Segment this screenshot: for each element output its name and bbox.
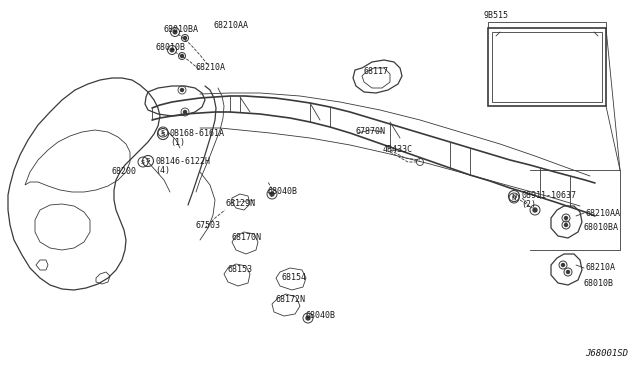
- Text: 68010B: 68010B: [155, 42, 185, 51]
- Text: 08146-6122H: 08146-6122H: [155, 157, 210, 166]
- Text: 9B515: 9B515: [484, 12, 509, 20]
- Text: 68154: 68154: [282, 273, 307, 282]
- Text: 68010BA: 68010BA: [163, 26, 198, 35]
- Text: 08911-10637: 08911-10637: [521, 192, 576, 201]
- Text: S: S: [146, 158, 150, 164]
- Circle shape: [306, 316, 310, 320]
- Text: 68200: 68200: [112, 167, 137, 176]
- Text: (1): (1): [170, 138, 185, 148]
- Circle shape: [184, 36, 186, 39]
- Text: S: S: [161, 129, 165, 135]
- Text: 68153: 68153: [228, 264, 253, 273]
- Text: 68010B: 68010B: [584, 279, 614, 288]
- Circle shape: [173, 30, 177, 34]
- Text: 68040B: 68040B: [305, 311, 335, 321]
- Text: 68210A: 68210A: [196, 62, 226, 71]
- Text: 68117: 68117: [364, 67, 389, 77]
- Text: N: N: [512, 196, 516, 201]
- Text: (4): (4): [155, 166, 170, 174]
- Circle shape: [180, 55, 184, 58]
- Text: 67870N: 67870N: [355, 128, 385, 137]
- Text: S: S: [141, 160, 145, 164]
- Text: 68210AA: 68210AA: [213, 22, 248, 31]
- Circle shape: [170, 48, 174, 52]
- Circle shape: [270, 192, 274, 196]
- Text: 68129N: 68129N: [225, 199, 255, 208]
- Text: 67503: 67503: [196, 221, 221, 231]
- Circle shape: [180, 89, 184, 92]
- Text: J68001SD: J68001SD: [585, 349, 628, 358]
- Text: 68010BA: 68010BA: [584, 224, 619, 232]
- Text: 68210A: 68210A: [586, 263, 616, 272]
- Circle shape: [533, 208, 537, 212]
- Text: 4B433C: 4B433C: [383, 145, 413, 154]
- Circle shape: [561, 263, 564, 266]
- Circle shape: [564, 217, 568, 219]
- Circle shape: [184, 110, 186, 113]
- Text: (2): (2): [521, 201, 536, 209]
- Circle shape: [564, 224, 568, 227]
- Circle shape: [566, 270, 570, 273]
- Text: 68170N: 68170N: [232, 232, 262, 241]
- Text: N: N: [511, 193, 516, 199]
- Text: 68172N: 68172N: [276, 295, 306, 305]
- Text: 08168-6161A: 08168-6161A: [170, 129, 225, 138]
- Text: S: S: [161, 131, 165, 137]
- Text: 68210AA: 68210AA: [586, 208, 621, 218]
- Text: 68040B: 68040B: [267, 187, 297, 196]
